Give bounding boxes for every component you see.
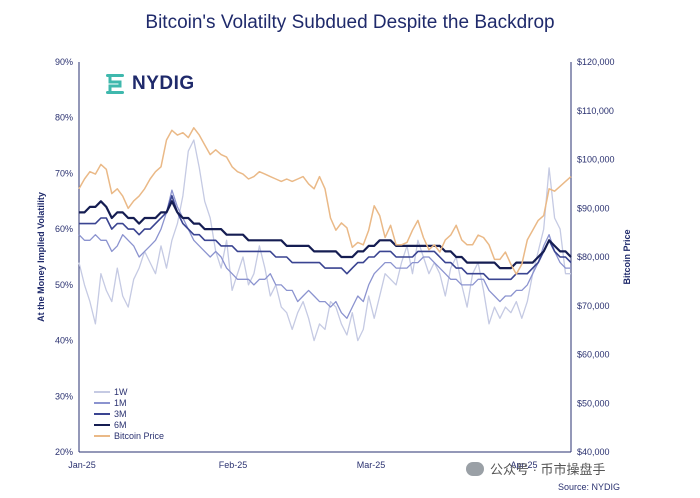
x-tick-label: Jan-25 <box>68 460 96 470</box>
y2-tick-label: $70,000 <box>577 301 610 311</box>
y2-tick-label: $100,000 <box>577 155 615 165</box>
series-line-1w <box>78 139 571 342</box>
x-tick-label: Apr-25 <box>510 460 537 470</box>
y2-tick-label: $60,000 <box>577 350 610 360</box>
legend-label: 1W <box>114 386 128 397</box>
watermark-text: 公众号 · 币市操盘手 <box>490 462 606 477</box>
x-tick-label: Feb-25 <box>219 460 248 470</box>
y2-tick-label: $110,000 <box>577 106 614 116</box>
y2-tick-label: $90,000 <box>577 203 610 213</box>
series-line-1m <box>78 189 571 319</box>
y-tick-label: 80% <box>55 113 73 123</box>
legend-label: 3M <box>114 408 127 419</box>
series-line-6m <box>79 200 572 270</box>
series-line-3m <box>79 194 572 281</box>
right-axis-ticks: $40,000 $50,000 $60,000 $70,000 $80,000 $90,0… <box>577 57 615 457</box>
series-line-bitcoin-price <box>78 127 572 275</box>
x-axis-ticks: Jan-25 Feb-25 Mar-25 Apr-25 <box>68 460 537 470</box>
y-tick-label: 30% <box>55 391 73 401</box>
y-axis-title: At the Money Implied Volatility <box>36 192 46 322</box>
y2-axis-title: Bitcoin Price <box>622 229 632 284</box>
y-tick-label: 20% <box>55 447 73 457</box>
legend-entry: 6M <box>94 419 164 430</box>
y-tick-label: 40% <box>55 336 73 346</box>
legend-label: 6M <box>114 419 127 430</box>
watermark: 公众号 · 币市操盘手 <box>466 459 606 478</box>
y-tick-label: 60% <box>55 224 73 234</box>
wechat-icon <box>466 461 484 476</box>
y2-tick-label: $40,000 <box>577 447 610 457</box>
legend-swatch <box>94 390 110 393</box>
y2-tick-label: $50,000 <box>577 398 610 408</box>
y-tick-label: 50% <box>55 280 73 290</box>
y2-tick-label: $120,000 <box>577 57 615 67</box>
legend-entry: 1M <box>94 397 164 408</box>
y2-tick-label: $80,000 <box>577 252 610 262</box>
left-axis-ticks: 20% 30% 40% 50% 60% 70% 80% 90% <box>55 57 73 457</box>
nydig-logo: NYDIG <box>104 72 195 96</box>
legend-swatch <box>94 401 110 404</box>
nydig-logo-icon <box>106 74 124 94</box>
legend-swatch <box>94 434 110 437</box>
legend-label: 1M <box>114 397 127 408</box>
source-note: Source: NYDIG <box>557 482 620 492</box>
chart-title: Bitcoin's Volatilty Subdued Despite the … <box>145 12 555 33</box>
series-lines <box>78 127 572 342</box>
y-tick-label: 90% <box>55 57 73 67</box>
legend: 1W 1M 3M 6M Bitcoin Price <box>94 386 164 441</box>
legend-entry: Bitcoin Price <box>94 430 164 441</box>
legend-swatch <box>94 412 110 415</box>
x-tick-label: Mar-25 <box>357 460 386 470</box>
legend-entry: 1W <box>94 386 164 397</box>
legend-entry: 3M <box>94 408 164 419</box>
logo-text: NYDIG <box>132 73 195 94</box>
legend-label: Bitcoin Price <box>114 430 165 441</box>
legend-swatch <box>94 423 110 426</box>
y-tick-label: 70% <box>55 168 73 178</box>
